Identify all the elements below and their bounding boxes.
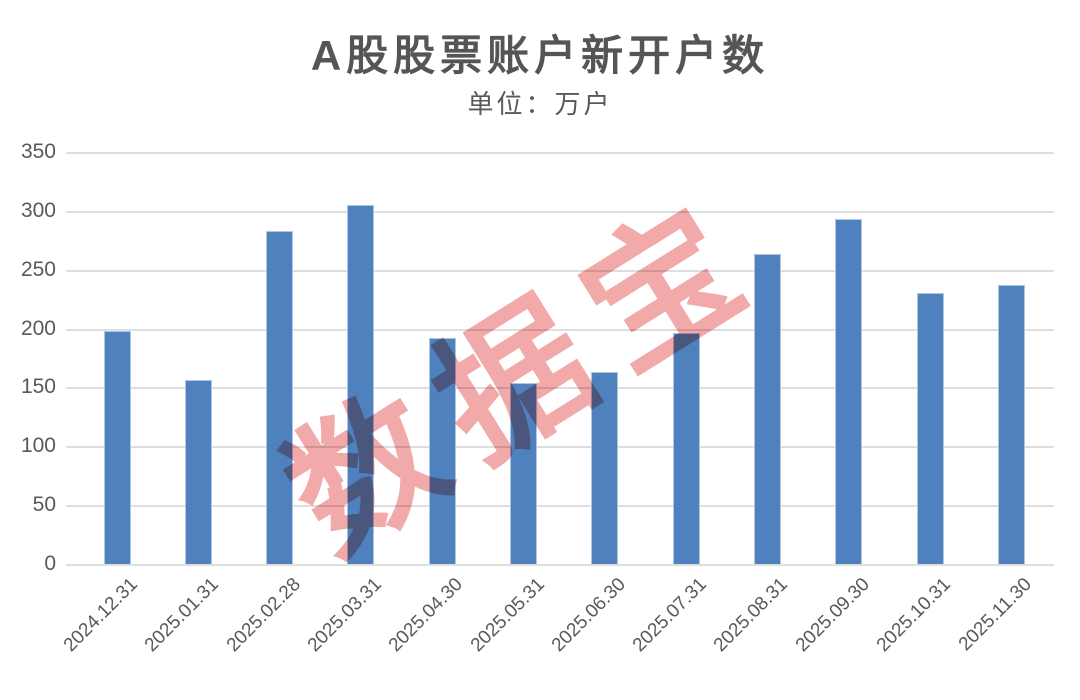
- x-axis-tick-label: 2025.11.30: [955, 574, 1037, 656]
- gridline-y-300: [66, 210, 1054, 213]
- gridline-y-50: [66, 505, 1054, 508]
- x-axis-tick-label: 2025.08.31: [710, 574, 793, 657]
- y-axis-tick-label: 250: [20, 257, 56, 281]
- y-axis-tick-label: 150: [20, 375, 56, 399]
- gridline-y-350: [66, 152, 1054, 154]
- bar-2025.02.28: [266, 230, 294, 564]
- y-axis-tick-label: 100: [20, 434, 56, 458]
- gridline-y-100: [66, 446, 1054, 449]
- y-axis-tick-label: 50: [32, 493, 56, 517]
- plot-area: [66, 152, 1054, 566]
- x-axis-tick-label: 2024.12.31: [59, 574, 142, 657]
- bar-2025.06.30: [591, 372, 619, 564]
- bar-2025.01.31: [184, 380, 212, 564]
- y-axis-tick-label: 350: [20, 140, 56, 163]
- bar-2025.08.31: [753, 254, 781, 564]
- y-axis-tick-label: 300: [20, 198, 56, 222]
- x-axis-tick-label: 2025.06.30: [547, 574, 630, 657]
- bar-2025.09.30: [835, 219, 863, 564]
- bar-2025.07.31: [672, 333, 700, 564]
- bar-2025.03.31: [347, 204, 375, 564]
- y-axis-tick-label: 200: [20, 316, 56, 340]
- x-axis-tick-label: 2025.03.31: [303, 574, 386, 657]
- gridline-y-150: [66, 387, 1054, 390]
- x-axis-tick-label: 2025.04.30: [384, 574, 468, 657]
- x-axis-tick-label: 2025.10.31: [872, 574, 955, 657]
- x-axis-tick-label: 2025.02.28: [222, 574, 305, 657]
- x-axis-tick-label: 2025.05.31: [466, 574, 549, 657]
- chart-subtitle: 单位：万户: [467, 89, 613, 119]
- x-axis-tick-label: 2025.09.30: [791, 574, 874, 657]
- x-axis-tick-label: 2025.07.31: [628, 574, 711, 657]
- x-axis-tick-label: 2025.01.31: [141, 574, 224, 657]
- chart-title: A股股票账户新开户数: [310, 32, 770, 79]
- bar-2024.12.31: [103, 330, 131, 564]
- gridline-y-250: [66, 269, 1054, 272]
- bar-2025.04.30: [428, 337, 456, 564]
- bar-2025.05.31: [510, 382, 537, 564]
- bar-2025.11.30: [997, 285, 1025, 564]
- y-axis-tick-label: 0: [44, 552, 56, 575]
- gridline-y-0: [66, 564, 1054, 566]
- bar-2025.10.31: [916, 293, 944, 564]
- gridline-y-200: [66, 328, 1054, 331]
